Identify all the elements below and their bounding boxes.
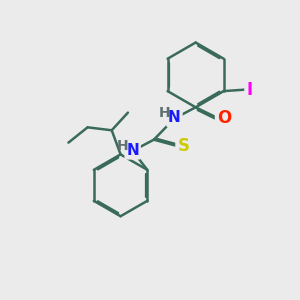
Text: H: H [116,139,128,153]
Text: N: N [168,110,181,125]
Text: H: H [158,106,170,120]
Text: I: I [246,81,252,99]
Text: N: N [126,143,139,158]
Text: O: O [217,110,231,128]
Text: S: S [177,137,189,155]
